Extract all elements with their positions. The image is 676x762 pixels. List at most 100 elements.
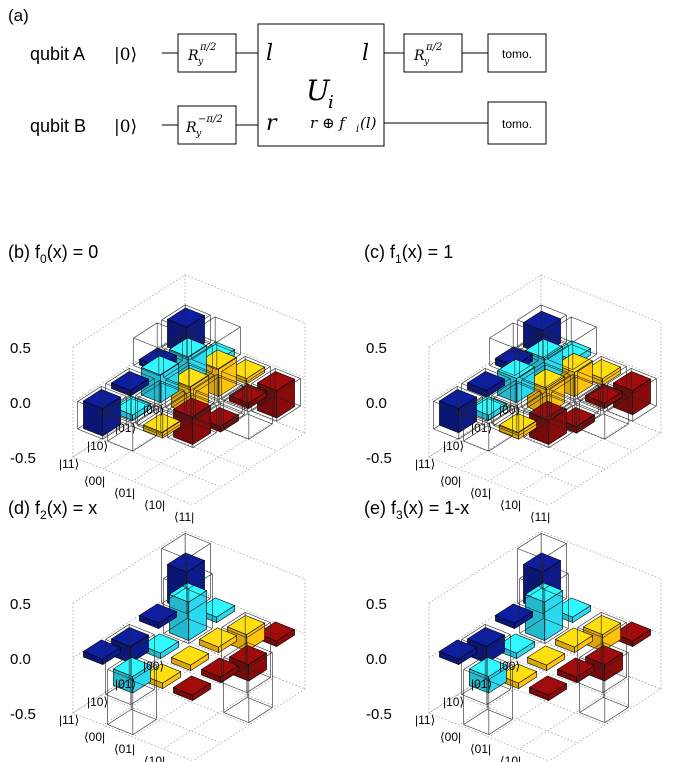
ideal-edge [161, 603, 187, 614]
bar-top [494, 603, 534, 624]
col-label: ⟨11| [174, 510, 194, 524]
ideal-edge [165, 392, 190, 408]
ideal-edge [519, 334, 544, 351]
bar [556, 657, 596, 684]
ideal-edge [105, 624, 130, 640]
ideal-edge [167, 437, 193, 448]
ideal-edge [192, 404, 217, 421]
ideal-edge [129, 624, 155, 635]
ideal-edge [517, 533, 542, 549]
z-tick-label: 0.5 [10, 596, 31, 613]
ideal-edge [247, 386, 273, 397]
ideal-edge [135, 380, 160, 396]
grid-line [540, 329, 662, 379]
ideal-edge [247, 697, 273, 708]
ideal-edge [575, 404, 601, 415]
bar-top [110, 627, 150, 647]
ideal-edge [218, 384, 243, 400]
ideal-edge [195, 391, 221, 403]
svg-text:U: U [306, 74, 331, 107]
chart-title-suffix: (x) = 0 [47, 242, 99, 262]
z-tick-label: 0.0 [10, 395, 31, 412]
circuit-diagram [162, 23, 547, 147]
bar-top [584, 645, 624, 665]
ideal-edge [217, 401, 243, 413]
floor-grid-line [162, 420, 276, 494]
ideal-edge [433, 413, 458, 430]
svg-text:y: y [423, 57, 430, 67]
ideal-edge [245, 356, 271, 367]
ideal-edge [488, 435, 513, 452]
ideal-edge [130, 378, 155, 394]
ideal-frames [77, 304, 301, 452]
ideal-edge [192, 432, 217, 448]
ideal-edge [607, 368, 632, 384]
gate-ry-a-pre [177, 33, 237, 73]
col-label: ⟨01| [114, 486, 135, 500]
ideal-edge [461, 368, 486, 384]
ideal-edge [574, 384, 599, 400]
ideal-edge [107, 440, 133, 452]
oracle-out-r: r ⊕ f i (l) [310, 114, 377, 135]
ideal-edge [485, 679, 511, 690]
ideal-edge [547, 331, 573, 343]
ideal-edge [131, 398, 157, 409]
col-label: ⟨10| [144, 498, 165, 512]
ideal-edge [541, 332, 567, 343]
ideal-edge [461, 694, 487, 705]
ideal-edge [102, 396, 127, 412]
ideal-edge [573, 401, 599, 413]
ideal-edge [246, 677, 271, 693]
z-tick-label: 0.0 [10, 651, 31, 668]
floor-grid-line [548, 432, 662, 506]
ideal-edge [519, 563, 544, 579]
chart-title-sub: 3 [396, 508, 403, 522]
floor-grid-line [192, 432, 306, 506]
floor-grid-line [192, 688, 306, 762]
ideal-edge [523, 394, 548, 411]
ideal-edge [542, 598, 567, 614]
row-label: |01⟩ [115, 677, 136, 691]
ideal-edge [223, 657, 249, 668]
ideal-edge [514, 332, 539, 349]
chart-title: (d) f2(x) = x [8, 498, 97, 522]
ideal-edge [167, 409, 193, 421]
ideal-edge [245, 383, 271, 395]
ideal-edge [220, 414, 245, 430]
ideal-edge [165, 364, 190, 381]
ideal-edge [185, 332, 211, 343]
ideal-edge [107, 669, 133, 680]
ideal-edge [607, 383, 633, 394]
ideal-edge [517, 332, 542, 348]
bar [138, 603, 178, 630]
floor-grid-line [428, 456, 550, 506]
z-tick-label: 0.5 [366, 596, 387, 613]
ideal-edge [513, 350, 539, 361]
col-label: ⟨10| [144, 754, 165, 762]
row-label: |00⟩ [143, 659, 164, 673]
z-tick-label: -0.5 [366, 450, 392, 467]
bar-top [110, 371, 150, 391]
ideal-edge [601, 356, 627, 367]
ideal-edge [601, 667, 627, 678]
ideal-edge [485, 368, 511, 379]
floor-grid-line [518, 676, 632, 750]
ideal-edge [601, 383, 627, 395]
ideal-edge [77, 386, 102, 402]
ideal-edge [223, 642, 248, 658]
ideal-edge [486, 634, 511, 650]
floor-grid-line [456, 694, 578, 744]
ideal-edge [132, 719, 157, 735]
ideal-edge [546, 402, 571, 418]
ideal-edge [577, 682, 603, 693]
chart-title-sub: 2 [40, 508, 47, 522]
ideal-edge [251, 368, 276, 384]
ideal-edge [246, 393, 271, 410]
ideal-edge [544, 372, 569, 388]
z-tick-label: -0.5 [366, 706, 392, 723]
floor-grid-line [512, 658, 634, 708]
floor-grid-line [72, 712, 194, 762]
ideal-edge [577, 371, 603, 382]
ideal-edge [248, 423, 273, 440]
ideal-edge [276, 405, 301, 422]
